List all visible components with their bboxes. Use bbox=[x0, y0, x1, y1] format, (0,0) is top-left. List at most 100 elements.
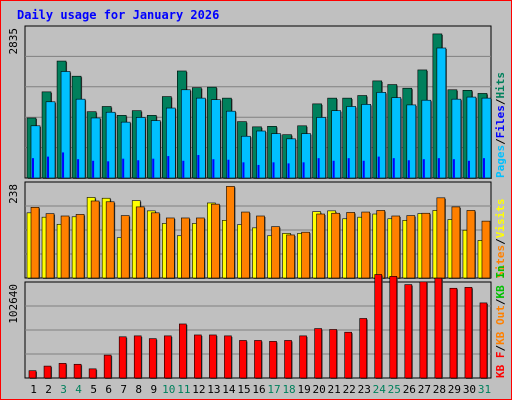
kbf-bar bbox=[449, 287, 458, 379]
x-tick-label: 31 bbox=[478, 383, 491, 396]
svg-text:Sites/Visits: Sites/Visits bbox=[494, 199, 507, 279]
x-tick-label: 3 bbox=[60, 383, 67, 396]
x-tick-label: 8 bbox=[135, 383, 142, 396]
x-tick-label: 24 bbox=[373, 383, 387, 396]
x-tick-label: 25 bbox=[388, 383, 401, 396]
kbf-bar bbox=[118, 336, 127, 379]
x-tick-label: 7 bbox=[120, 383, 127, 396]
x-tick-label: 9 bbox=[150, 383, 157, 396]
sites-bar bbox=[466, 210, 476, 279]
sites-bar bbox=[45, 213, 55, 279]
pages-bar bbox=[120, 121, 131, 179]
legend-pages: Pages bbox=[494, 145, 507, 178]
pages-bar bbox=[361, 104, 372, 179]
kbf-bar bbox=[374, 274, 383, 379]
kbf-bar bbox=[179, 323, 187, 379]
x-tick-label: 19 bbox=[297, 383, 310, 396]
kbf-bar bbox=[269, 341, 277, 379]
kbf-bar bbox=[133, 335, 142, 379]
sites-bar bbox=[165, 217, 175, 279]
sites-bar bbox=[331, 212, 340, 279]
svg-text:Pages/Files/Hits: Pages/Files/Hits bbox=[494, 72, 507, 178]
x-tick-label: 5 bbox=[90, 383, 97, 396]
x-tick-label: 29 bbox=[448, 383, 461, 396]
pages-bar bbox=[316, 117, 326, 179]
sites-bar bbox=[316, 213, 325, 279]
pages-bar bbox=[271, 133, 281, 179]
pages-bar bbox=[286, 138, 296, 179]
x-tick-label: 16 bbox=[252, 383, 265, 396]
sites-bar bbox=[181, 217, 190, 279]
y-max-label-visits: 238 bbox=[7, 184, 20, 204]
sites-bar bbox=[75, 214, 85, 279]
kbf-bar bbox=[194, 334, 202, 379]
kbf-bar bbox=[314, 328, 322, 379]
pages-bar bbox=[241, 135, 251, 179]
x-tick-label: 18 bbox=[282, 383, 295, 396]
kbf-bar bbox=[404, 284, 413, 379]
legend-sites: Sites bbox=[494, 245, 507, 278]
kbf-bar bbox=[103, 354, 112, 379]
sites-bar bbox=[376, 210, 386, 279]
sites-bar bbox=[60, 215, 70, 279]
legend-sep: / bbox=[494, 98, 507, 105]
pages-bar bbox=[165, 107, 176, 179]
sites-bar bbox=[105, 201, 115, 279]
legend-kbin: KB In bbox=[494, 265, 507, 298]
pages-bar bbox=[30, 125, 41, 179]
pages-bar bbox=[256, 130, 266, 179]
kbf-bar bbox=[389, 276, 398, 379]
sites-bar bbox=[211, 203, 220, 279]
pages-bar bbox=[90, 117, 101, 179]
pages-bar bbox=[406, 104, 417, 179]
pages-bar bbox=[196, 97, 206, 179]
kbf-bar bbox=[329, 329, 337, 379]
sites-bar bbox=[451, 206, 461, 279]
pages-bar bbox=[150, 120, 161, 179]
pages-bar bbox=[301, 133, 311, 179]
legend-kbf: KB F bbox=[494, 352, 507, 379]
legend-sep: / bbox=[494, 238, 507, 245]
pages-bar bbox=[346, 106, 356, 179]
y-max-label-kb: 102640 bbox=[7, 284, 20, 324]
x-tick-label: 22 bbox=[343, 383, 356, 396]
sites-bar bbox=[150, 212, 160, 279]
pages-bar bbox=[376, 92, 387, 179]
kbf-bar bbox=[73, 363, 82, 379]
sites-bar bbox=[481, 220, 491, 279]
kbf-bar bbox=[359, 318, 368, 379]
kbf-bar bbox=[254, 340, 262, 379]
sites-bar bbox=[256, 215, 265, 279]
pages-bar bbox=[436, 47, 447, 179]
kbf-bar bbox=[419, 281, 428, 379]
sites-bar bbox=[391, 215, 401, 279]
legend-bot: KB F/KB Out/KB In bbox=[494, 265, 507, 378]
legend-hits: Hits bbox=[494, 72, 507, 99]
kbf-bar bbox=[28, 370, 37, 379]
legend-top: Pages/Files/Hits bbox=[494, 72, 507, 178]
pages-bar bbox=[105, 111, 116, 179]
x-tick-label: 2 bbox=[45, 383, 52, 396]
pages-bar bbox=[45, 101, 56, 179]
pages-bar bbox=[226, 110, 236, 179]
x-tick-label: 6 bbox=[105, 383, 112, 396]
sites-bar bbox=[346, 212, 355, 279]
legend-kbout: KB Out bbox=[494, 305, 507, 345]
pages-bar bbox=[421, 99, 432, 179]
sites-bar bbox=[361, 211, 371, 279]
legend-visits: Visits bbox=[494, 199, 507, 239]
x-tick-label: 10 bbox=[162, 383, 175, 396]
chart-title: Daily usage for January 2026 bbox=[17, 8, 219, 22]
kbf-bar bbox=[88, 368, 97, 379]
x-tick-label: 26 bbox=[403, 383, 416, 396]
sites-bar bbox=[241, 211, 250, 279]
pages-bar bbox=[211, 99, 221, 179]
x-tick-label: 15 bbox=[237, 383, 250, 396]
pages-bar bbox=[181, 89, 191, 179]
x-tick-label: 11 bbox=[177, 383, 190, 396]
x-tick-label: 27 bbox=[418, 383, 431, 396]
sites-bar bbox=[226, 186, 235, 279]
